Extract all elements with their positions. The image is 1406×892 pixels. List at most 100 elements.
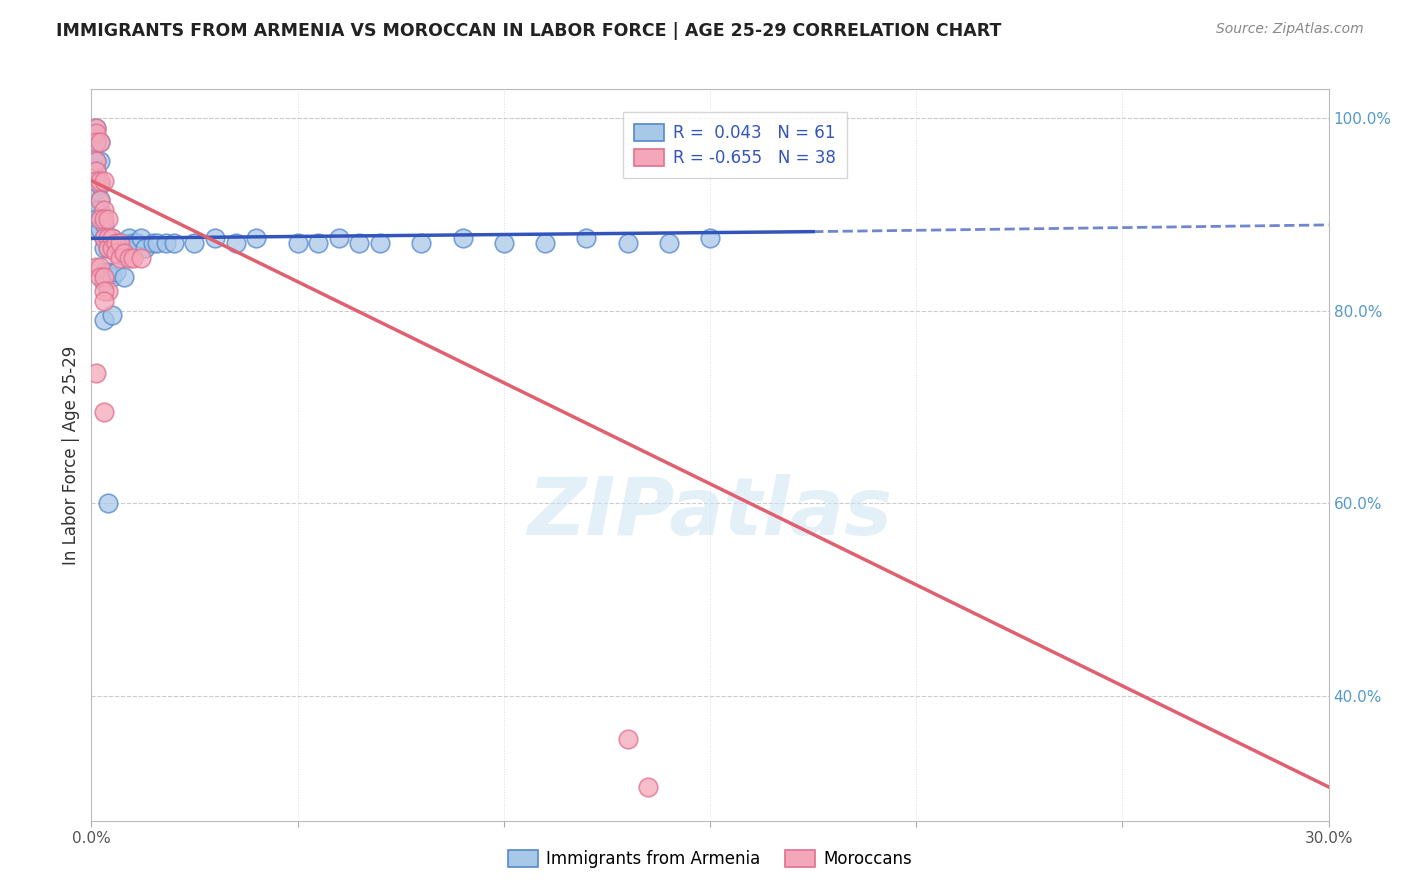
Point [142, 236, 165, 251]
Y-axis label: In Labor Force | Age 25-29: In Labor Force | Age 25-29 [62, 345, 80, 565]
Point [93, 231, 115, 245]
Point [110, 241, 132, 255]
Point [112, 269, 135, 284]
Point [101, 241, 124, 255]
Point [575, 231, 598, 245]
Point [89, 135, 111, 149]
Point [89, 135, 111, 149]
Point [93, 217, 115, 231]
Point [93, 269, 115, 284]
Legend: Immigrants from Armenia, Moroccans: Immigrants from Armenia, Moroccans [501, 843, 920, 874]
Point [93, 231, 115, 245]
Point [84, 183, 107, 197]
Point [129, 231, 152, 245]
Point [101, 269, 124, 284]
Point [105, 265, 128, 279]
Point [84, 120, 107, 135]
Point [84, 164, 107, 178]
Point [637, 780, 659, 794]
Point [112, 236, 135, 251]
Point [84, 120, 107, 135]
Point [84, 164, 107, 178]
Point [93, 285, 115, 299]
Point [125, 236, 148, 251]
Point [84, 135, 107, 149]
Point [84, 154, 107, 169]
Point [146, 236, 169, 251]
Point [93, 202, 115, 217]
Point [89, 269, 111, 284]
Point [121, 251, 143, 265]
Point [183, 236, 205, 251]
Point [89, 212, 111, 227]
Point [97, 241, 120, 255]
Point [89, 193, 111, 207]
Point [658, 236, 681, 251]
Point [84, 202, 107, 217]
Point [97, 231, 120, 245]
Point [492, 236, 515, 251]
Point [89, 173, 111, 188]
Point [117, 251, 139, 265]
Point [155, 236, 177, 251]
Point [110, 236, 132, 251]
Point [451, 231, 474, 245]
Point [105, 236, 128, 251]
Point [97, 265, 120, 279]
Point [84, 173, 107, 188]
Point [97, 496, 120, 510]
Point [84, 260, 107, 275]
Point [129, 251, 152, 265]
Point [105, 245, 128, 260]
Point [110, 251, 132, 265]
Point [97, 241, 120, 255]
Point [245, 231, 267, 245]
Point [97, 212, 120, 227]
Point [121, 236, 143, 251]
Point [89, 221, 111, 235]
Point [101, 309, 124, 323]
Point [101, 236, 124, 251]
Point [97, 285, 120, 299]
Point [97, 231, 120, 245]
Point [93, 212, 115, 227]
Point [287, 236, 309, 251]
Point [89, 178, 111, 193]
Point [534, 236, 557, 251]
Point [163, 236, 186, 251]
Point [101, 231, 124, 245]
Point [84, 212, 107, 227]
Point [204, 231, 226, 245]
Point [93, 275, 115, 289]
Point [89, 212, 111, 227]
Point [84, 173, 107, 188]
Point [134, 241, 156, 255]
Text: ZIPatlas: ZIPatlas [527, 475, 893, 552]
Point [84, 154, 107, 169]
Point [84, 135, 107, 149]
Point [89, 202, 111, 217]
Point [89, 154, 111, 169]
Point [101, 231, 124, 245]
Point [349, 236, 371, 251]
Point [84, 221, 107, 235]
Point [84, 366, 107, 380]
Point [93, 241, 115, 255]
Point [105, 236, 128, 251]
Point [93, 404, 115, 418]
Point [112, 245, 135, 260]
Point [616, 236, 638, 251]
Point [117, 231, 139, 245]
Point [89, 193, 111, 207]
Point [93, 265, 115, 279]
Point [616, 731, 638, 746]
Point [699, 231, 721, 245]
Point [93, 293, 115, 308]
Text: IMMIGRANTS FROM ARMENIA VS MOROCCAN IN LABOR FORCE | AGE 25-29 CORRELATION CHART: IMMIGRANTS FROM ARMENIA VS MOROCCAN IN L… [56, 22, 1001, 40]
Point [89, 260, 111, 275]
Point [307, 236, 329, 251]
Point [368, 236, 391, 251]
Text: Source: ZipAtlas.com: Source: ZipAtlas.com [1216, 22, 1364, 37]
Point [225, 236, 247, 251]
Point [93, 313, 115, 327]
